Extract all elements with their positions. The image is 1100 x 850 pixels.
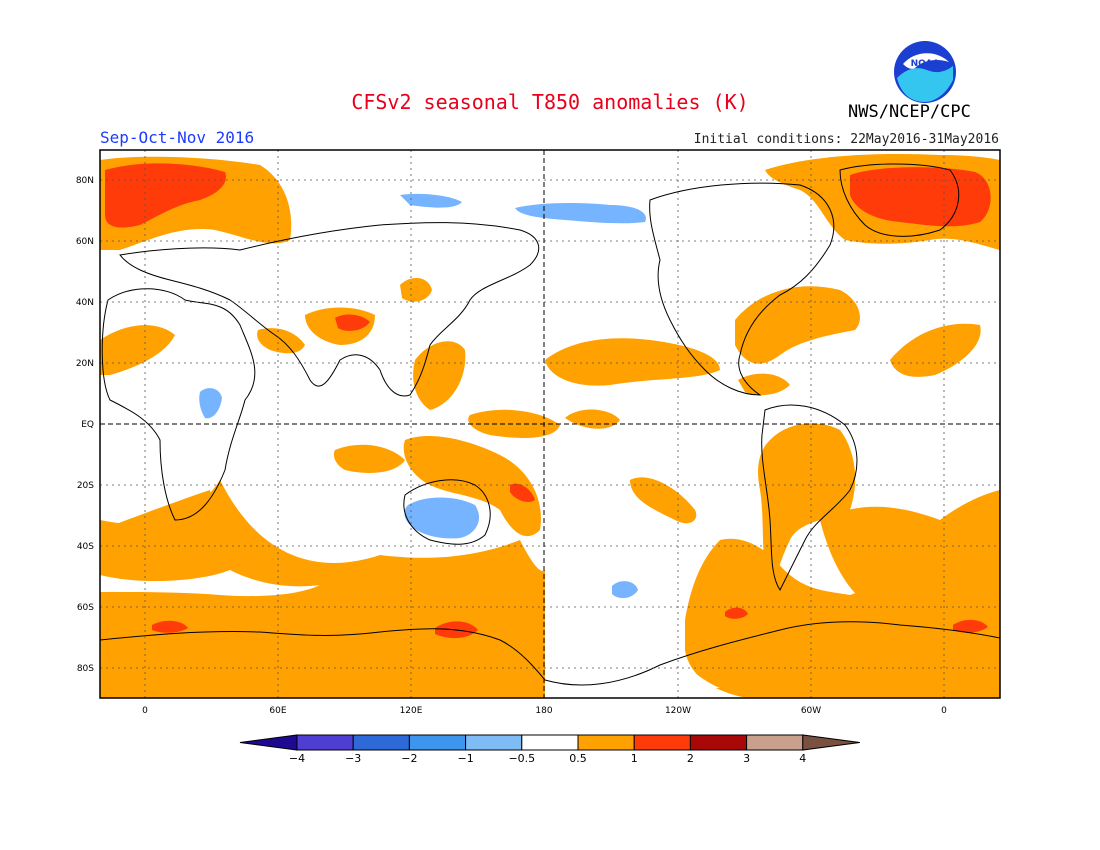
greenland-coastline (839, 163, 960, 237)
lat-label: 60N (76, 237, 94, 247)
colorbar-segment (239, 734, 298, 751)
colorbar-segment (352, 734, 410, 751)
antarctic-neutral-area (545, 560, 720, 690)
colorbar-segment (296, 734, 354, 751)
arctic-cold-anomaly-1 (400, 193, 462, 208)
east-atlantic-warm-anomaly (890, 323, 981, 377)
tibet-hot-anomaly (335, 314, 370, 331)
season-label: Sep-Oct-Nov 2016 (100, 128, 255, 147)
colorbar-tick-label: 2 (687, 752, 694, 765)
southern-ocean-hot-anomaly-3 (725, 607, 748, 619)
colorbar-tick-label: −0.5 (508, 752, 535, 765)
west-africa-warm-anomaly (100, 325, 175, 375)
southern-ocean-warm-anomaly (100, 480, 545, 698)
europe-asia-coastline (119, 222, 540, 397)
agency-label: NWS/NCEP/CPC (848, 102, 971, 122)
south-pacific-orange-blob (630, 477, 697, 524)
colorbar-segment (465, 734, 523, 751)
australia-coastline (403, 479, 491, 545)
graticule (100, 150, 1000, 698)
colorbar: −4 −3 −2 −1 −0.5 0.5 1 2 3 4 (239, 734, 860, 765)
arctic-cold-anomaly-2 (515, 203, 646, 224)
lat-label: EQ (81, 420, 94, 430)
mongolia-warm-anomaly (400, 278, 432, 302)
lon-label: 60E (269, 706, 286, 716)
colorbar-tick-label: 0.5 (569, 752, 587, 765)
colorbar-segment (746, 734, 804, 751)
southern-ocean-hot-anomaly-4 (953, 619, 988, 633)
north-america-coastline (649, 182, 835, 396)
colorbar-segment (689, 734, 748, 751)
lat-label: 20N (76, 359, 94, 369)
arabia-warm-anomaly (257, 328, 305, 354)
coral-sea-hot-anomaly (510, 483, 535, 503)
lon-label: 120W (665, 706, 691, 716)
south-america-coastline (761, 404, 858, 591)
colorbar-segment (521, 734, 579, 751)
lon-label: 120E (400, 706, 423, 716)
colorbar-segment (802, 734, 860, 751)
colorbar-tick-label: −3 (345, 752, 361, 765)
colorbar-tick-label: 4 (799, 752, 806, 765)
lon-label: 0 (142, 706, 148, 716)
southern-ocean-hot-anomaly-1 (152, 620, 188, 633)
lat-label: 80S (77, 664, 94, 674)
map-title: CFSv2 seasonal T850 anomalies (K) (351, 90, 749, 114)
noaa-logo: NOAA (893, 40, 957, 104)
colorbar-tick-label: −4 (289, 752, 305, 765)
colorbar-tick-label: 3 (743, 752, 750, 765)
caribbean-warm-anomaly (738, 373, 790, 396)
south-atlantic-warm-anomaly (820, 490, 1000, 610)
africa-coastline (101, 288, 256, 521)
arctic-hot-anomaly-west (105, 163, 226, 228)
colorbar-tick-label: 1 (631, 752, 638, 765)
colorbar-tick-label: −1 (457, 752, 473, 765)
longitude-labels: 0 60E 120E 180 120W 60W 0 (142, 706, 947, 716)
svg-text:NOAA: NOAA (911, 59, 940, 69)
antarctica-coastline (100, 621, 1000, 686)
anomaly-fields (100, 153, 1000, 698)
south-africa-warm-anomaly (100, 490, 211, 540)
white-strip-south-atlantic (100, 570, 320, 597)
colorbar-tick-label: −2 (401, 752, 417, 765)
plot-frame (99, 149, 1001, 699)
lat-label: 60S (77, 603, 94, 613)
latitude-labels: 80N 60N 40N 20N EQ 20S 40S 60S 80S (76, 176, 94, 674)
south-america-warm-anomaly (758, 423, 856, 600)
lat-label: 40N (76, 298, 94, 308)
tropical-pacific-warm-anomaly (468, 409, 560, 438)
lon-label: 180 (535, 706, 552, 716)
east-africa-cold-anomaly (199, 388, 222, 419)
indian-ocean-warm-anomaly (333, 444, 405, 473)
coastlines (100, 163, 1000, 686)
maritime-continent-warm-anomaly (403, 435, 541, 537)
north-pacific-warm-anomaly (545, 338, 720, 386)
lat-label: 40S (77, 542, 94, 552)
south-pacific-cold-anomaly (612, 581, 638, 599)
lat-label: 20S (77, 481, 94, 491)
colorbar-segment (577, 734, 635, 751)
australia-cold-anomaly (404, 497, 480, 539)
lat-label: 80N (76, 176, 94, 186)
equator-dateline (100, 150, 1000, 698)
colorbar-segment (633, 734, 691, 751)
initial-conditions-label: Initial conditions: 22May2016-31May2016 (693, 132, 999, 147)
lon-label: 60W (801, 706, 821, 716)
colorbar-segment (408, 734, 467, 751)
north-atlantic-warm-anomaly (735, 286, 860, 364)
lon-label: 0 (941, 706, 947, 716)
